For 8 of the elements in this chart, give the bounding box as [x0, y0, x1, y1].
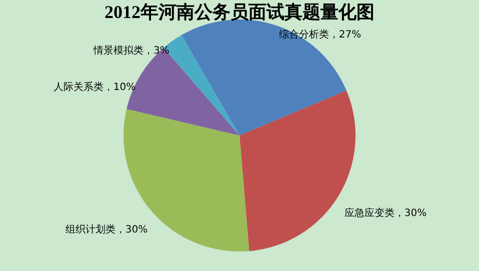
slice-label: 应急应变类，30%: [344, 207, 427, 220]
pie-slice: [124, 109, 250, 252]
chart-title: 2012年河南公务员面试真题量化图: [104, 2, 374, 22]
pie-slice: [240, 90, 356, 252]
slice-label: 组织计划类，30%: [65, 224, 148, 236]
slice-label: 情景模拟类，3%: [92, 44, 170, 57]
slice-label: 人际关系类，10%: [53, 80, 136, 93]
slice-label: 综合分析类，27%: [278, 28, 362, 40]
